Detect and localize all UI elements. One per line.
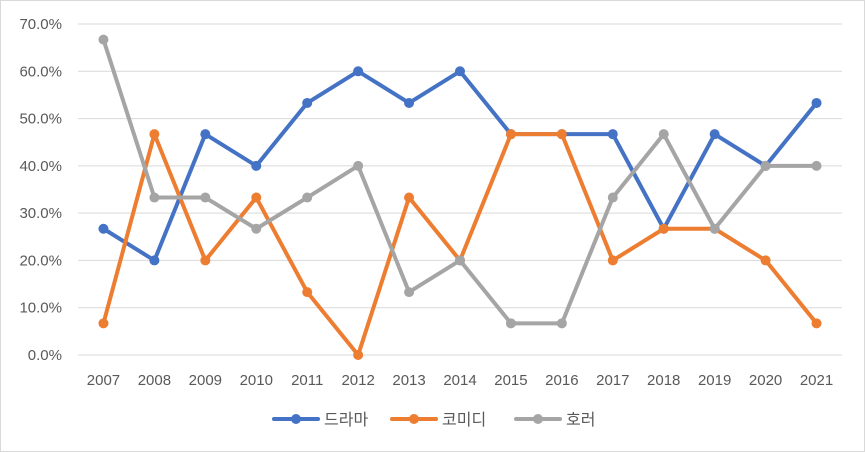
series-line [101,132,819,357]
data-point [709,129,720,140]
data-point [404,97,415,108]
data-point [455,255,465,266]
data-point [658,223,669,234]
data-point [251,160,262,171]
data-point [251,192,262,203]
x-tick-label: 2018 [647,372,680,389]
data-point [149,255,160,266]
legend-item: 드라마 [272,410,368,429]
data-point [811,160,822,171]
data-point [811,97,822,108]
data-point [353,66,364,77]
data-point [607,129,618,140]
data-point [302,192,313,203]
y-tick-label: 60.0% [19,63,62,80]
data-point [149,129,160,140]
data-point [251,223,262,234]
legend-label: 호러 [566,410,595,429]
data-point [98,34,109,45]
x-tick-label: 2021 [800,372,833,389]
data-point [607,255,618,266]
gridlines [78,23,842,356]
data-point [200,192,211,203]
series-line [101,37,819,326]
data-point [760,255,771,266]
x-tick-label: 2020 [749,372,782,389]
data-point [455,66,465,77]
y-tick-label: 20.0% [19,252,62,269]
x-tick-label: 2014 [443,372,476,389]
legend-marker [409,414,419,424]
series-2 [98,129,822,360]
x-tick-label: 2010 [240,372,273,389]
y-tick-label: 30.0% [19,205,62,222]
series-1 [98,66,822,266]
data-point [302,97,313,108]
data-point [811,318,822,329]
legend-label: 드라마 [324,410,368,429]
data-point [760,160,771,171]
data-point [149,192,160,203]
y-tick-label: 70.0% [19,16,62,33]
legend-marker [533,414,543,424]
x-tick-label: 2007 [87,372,120,389]
data-point [353,160,364,171]
x-tick-label: 2015 [494,372,527,389]
x-tick-label: 2017 [596,372,629,389]
data-point [556,129,567,140]
y-tick-label: 10.0% [19,300,62,317]
y-tick-label: 40.0% [19,158,62,175]
data-point [505,129,516,140]
x-tick-label: 2016 [545,372,578,389]
y-tick-label: 50.0% [19,111,62,128]
data-point [404,287,415,298]
data-point [658,129,669,140]
data-point [353,350,364,360]
data-point [709,223,720,234]
y-axis: 0.0% 10.0% 20.0% 30.0% 40.0% 50.0% 60.0% 70.0% [19,16,62,364]
x-tick-label: 2008 [138,372,171,389]
x-tick-label: 2013 [392,372,425,389]
legend-marker [291,414,301,424]
data-point [98,223,109,234]
data-point [302,287,313,298]
data-point [607,192,618,203]
data-point [556,318,567,329]
data-point [98,318,109,329]
legend-item: 호러 [514,410,595,429]
legend-label: 코미디 [442,410,486,429]
x-tick-label: 2011 [291,372,323,389]
x-tick-label: 2009 [189,372,222,389]
legend: 드라마 코미디 호러 [272,410,595,429]
series-3 [98,34,822,329]
y-tick-label: 0.0% [28,347,62,364]
series-group [98,34,822,360]
data-point [505,318,516,329]
x-axis: 2007 2008 2009 2010 2011 2012 2013 2014 2015 2016… [87,372,833,389]
data-point [404,192,415,203]
x-tick-label: 2012 [341,372,374,389]
legend-item: 코미디 [390,410,486,429]
x-tick-label: 2019 [698,372,731,389]
data-point [200,129,211,140]
data-point [200,255,211,266]
